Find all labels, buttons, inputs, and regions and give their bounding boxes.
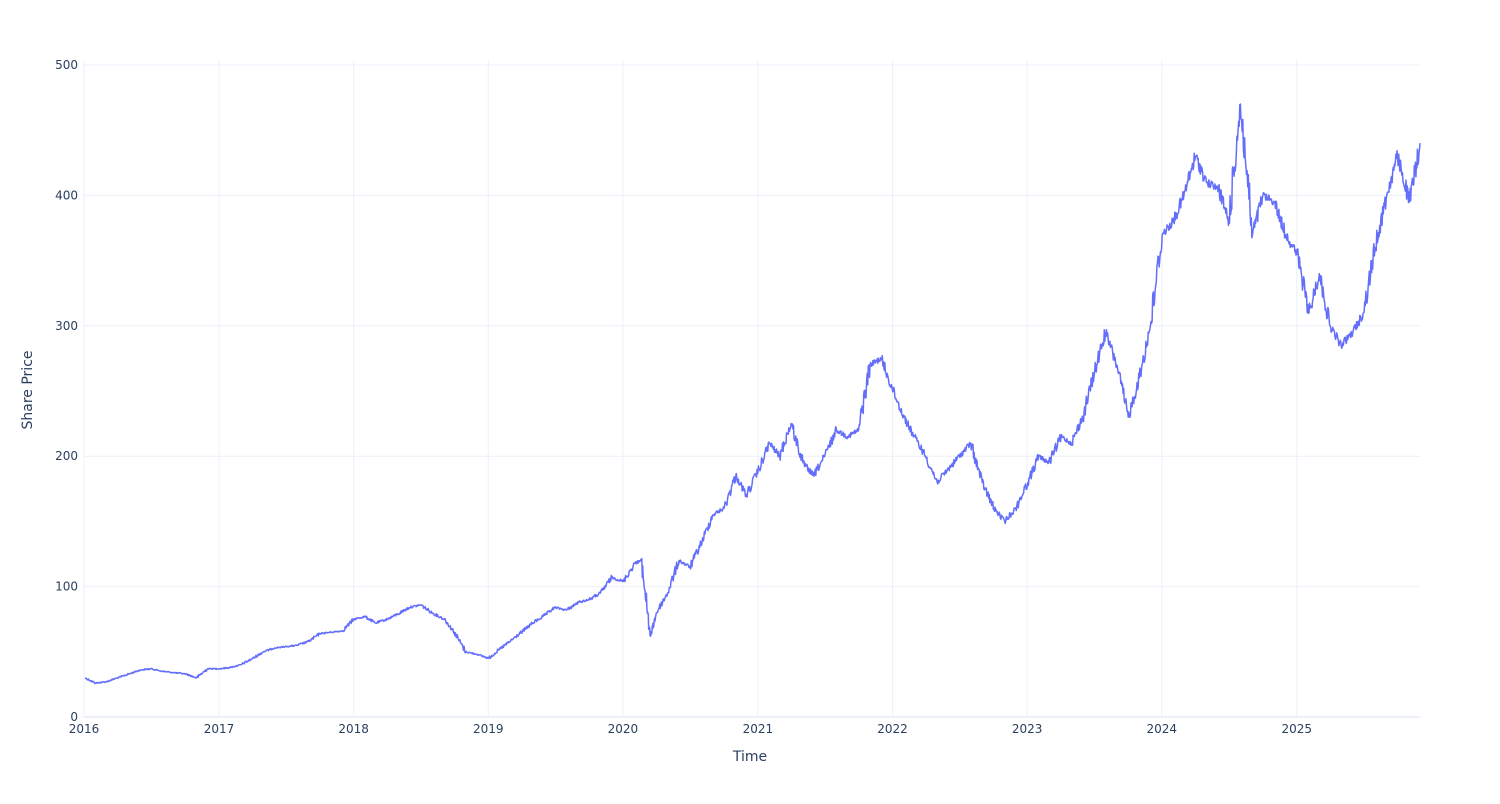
x-gridlines <box>83 60 1298 717</box>
x-tick-label: 2022 <box>877 722 908 736</box>
series-layer <box>84 103 1421 685</box>
series-line <box>84 103 1421 685</box>
x-tick-label: 2024 <box>1147 722 1178 736</box>
x-tick-label: 2019 <box>473 722 504 736</box>
x-tick-label: 2017 <box>204 722 235 736</box>
y-gridlines <box>84 64 1420 588</box>
y-tick-label: 500 <box>55 58 78 72</box>
y-tick-label: 0 <box>70 710 78 724</box>
x-tick-label: 2021 <box>743 722 774 736</box>
y-tick-label: 400 <box>55 188 78 202</box>
x-tick-labels: 2016 2017 2018 2019 2020 2021 2022 2023 2024 2025 <box>69 722 1312 736</box>
x-tick-label: 2025 <box>1282 722 1313 736</box>
y-tick-label: 100 <box>55 580 78 594</box>
y-tick-labels: 0 100 200 300 400 500 <box>55 58 78 724</box>
x-tick-label: 2018 <box>338 722 369 736</box>
x-tick-label: 2023 <box>1012 722 1043 736</box>
x-tick-label: 2016 <box>69 722 100 736</box>
x-tick-label: 2020 <box>608 722 639 736</box>
y-tick-label: 300 <box>55 319 78 333</box>
y-tick-label: 200 <box>55 449 78 463</box>
y-axis-title: Share Price <box>20 350 36 429</box>
x-axis-title: Time <box>732 749 767 765</box>
